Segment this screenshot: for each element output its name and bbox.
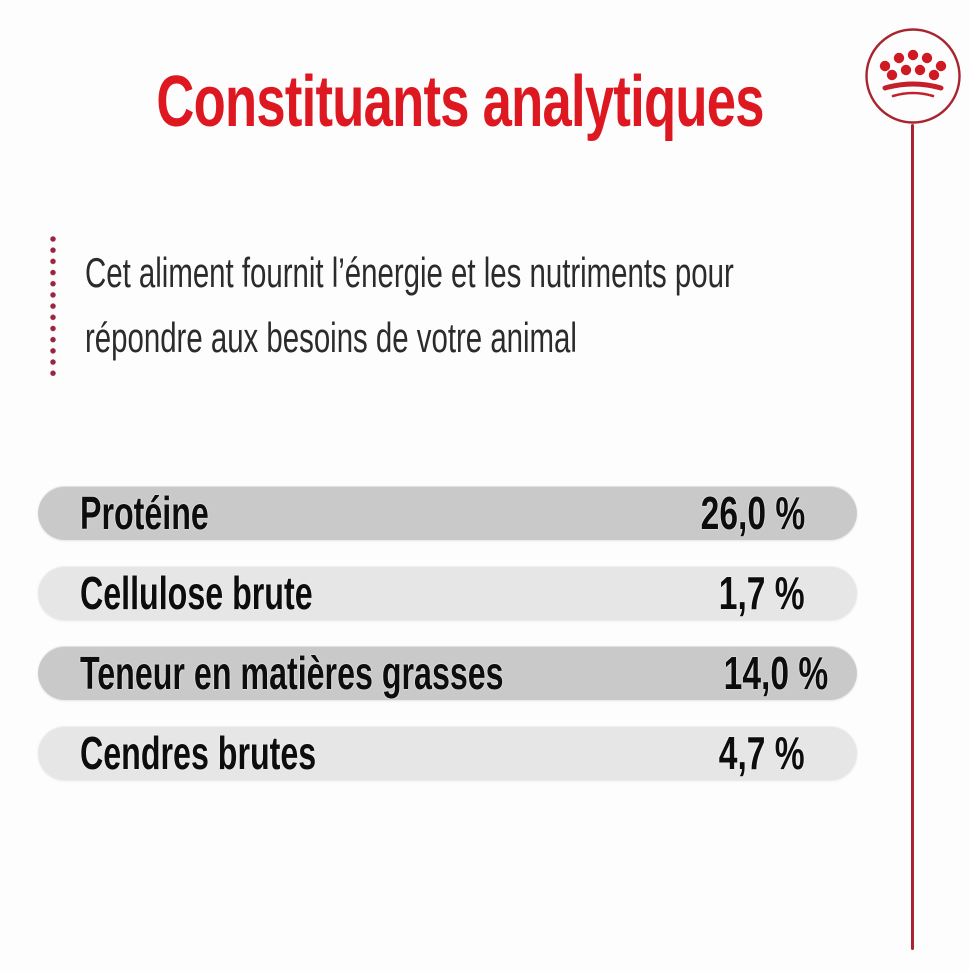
row-label: Protéine	[80, 487, 209, 539]
page-title: Constituants analytiques	[156, 62, 764, 142]
row-label: Cellulose brute	[80, 567, 313, 619]
intro-paragraph: Cet aliment fournit l’énergie et les nut…	[85, 240, 845, 370]
row-value: 14,0 %	[723, 647, 829, 699]
intro-dotted-rule	[50, 234, 56, 379]
table-row-cellulose-brute: Cellulose brute 1,7 %	[38, 566, 857, 620]
row-value: 1,7 %	[719, 567, 805, 619]
brand-vertical-rule	[911, 124, 914, 950]
brand-crown-logo	[863, 26, 963, 126]
intro-line-2: répondre aux besoins de votre animal	[85, 305, 845, 370]
table-row-cendres-brutes: Cendres brutes 4,7 %	[38, 726, 857, 780]
analytical-constituents-table: Protéine 26,0 % Cellulose brute 1,7 % Te…	[38, 486, 857, 780]
table-row-matieres-grasses: Teneur en matières grasses 14,0 %	[38, 646, 857, 700]
table-row-proteine: Protéine 26,0 %	[38, 486, 857, 540]
row-label: Teneur en matières grasses	[80, 647, 504, 699]
intro-line-2-text: répondre aux besoins de votre animal	[85, 313, 577, 361]
crown-in-circle-icon	[865, 28, 961, 124]
intro-line-1: Cet aliment fournit l’énergie et les nut…	[85, 240, 845, 305]
intro-line-1-text: Cet aliment fournit l’énergie et les nut…	[85, 248, 734, 296]
row-value: 4,7 %	[719, 727, 805, 779]
row-label: Cendres brutes	[80, 727, 317, 779]
page-title-container: Constituants analytiques	[0, 56, 920, 148]
row-value: 26,0 %	[700, 487, 805, 539]
